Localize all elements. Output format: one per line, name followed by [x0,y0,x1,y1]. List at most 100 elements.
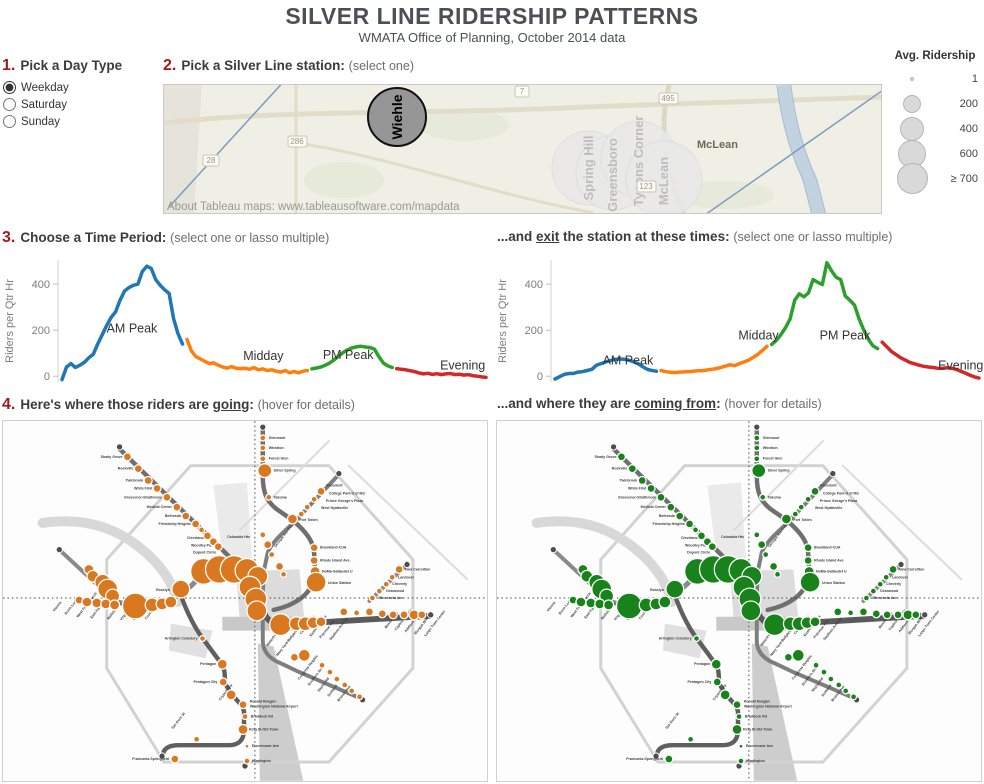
ridership-bubble[interactable] [109,599,121,611]
day-type-option-sunday[interactable]: Sunday [3,113,69,130]
origins-metro-map[interactable]: Shady Grove Rockville Twinbrook White Flint… [496,420,982,782]
ridership-bubble[interactable] [213,542,223,552]
ridership-bubble[interactable] [218,677,228,687]
ridership-bubble[interactable] [133,464,143,474]
ridership-bubble[interactable] [225,689,237,701]
ridership-bubble[interactable] [297,648,311,662]
ridership-bubble[interactable] [809,616,821,628]
ridership-bubble[interactable] [616,452,627,462]
exit-time-chart[interactable]: 0 200 400 Riders per Qtr Hr AM Peak Midday PM … [493,252,983,390]
ridership-bubble[interactable] [305,571,327,593]
ridership-bubble[interactable] [286,513,298,525]
selected-station[interactable]: Wiehle [367,87,427,147]
day-type-option-weekday[interactable]: Weekday [3,79,69,96]
ridership-bubble[interactable] [341,681,349,689]
series-pm-peak[interactable] [769,261,880,351]
ridership-bubble[interactable] [882,610,892,620]
ridership-bubble[interactable] [871,609,881,619]
ridership-bubble[interactable] [259,455,267,463]
ridership-bubble[interactable] [377,609,387,619]
ridership-bubble[interactable] [318,661,326,669]
ridership-bubble[interactable] [259,434,267,442]
ridership-bubble[interactable] [265,493,273,501]
ridership-bubble[interactable] [780,513,792,525]
ridership-bubble[interactable] [152,483,162,493]
ridership-bubble[interactable] [858,607,869,617]
ridership-bubble[interactable] [803,543,813,553]
ridership-bubble[interactable] [803,555,813,566]
radio-sunday[interactable] [3,115,16,128]
ridership-bubble[interactable] [81,596,93,608]
ridership-bubble[interactable] [268,550,276,559]
ridership-bubble[interactable] [911,610,921,620]
ridership-bubble[interactable] [339,607,349,617]
ridership-bubble[interactable] [656,492,666,502]
ridership-bubble[interactable] [835,681,843,689]
ridership-bubble[interactable] [243,757,251,765]
ridership-bubble[interactable] [738,743,744,749]
ridership-bubble[interactable] [757,540,767,550]
ridership-bubble[interactable] [842,687,850,695]
ridership-bubble[interactable] [876,580,884,588]
ridership-bubble[interactable] [162,492,172,502]
ridership-bubble[interactable] [753,531,761,539]
ridership-bubble[interactable] [810,486,820,496]
wiehle-circle[interactable] [367,87,427,147]
series-evening[interactable] [880,340,981,380]
ridership-bubble[interactable] [737,757,745,765]
ridership-bubble[interactable] [170,754,180,764]
ridership-bubble[interactable] [712,677,722,687]
ridership-bubble[interactable] [759,493,767,501]
ridership-bubble[interactable] [238,700,248,710]
ridership-bubble[interactable] [274,561,285,572]
ridership-bubble[interactable] [685,519,695,529]
ridership-bubble[interactable] [348,687,356,695]
ridership-bubble[interactable] [753,434,761,442]
ridership-bubble[interactable] [686,735,695,743]
ridership-bubble[interactable] [827,675,835,683]
ridership-bubble[interactable] [326,668,334,676]
ridership-bubble[interactable] [289,652,299,662]
ridership-bubble[interactable] [259,531,267,539]
ridership-bubble[interactable] [143,475,153,486]
ridership-bubble[interactable] [812,661,820,669]
ridership-bubble[interactable] [615,592,643,620]
ridership-bubble[interactable] [627,464,637,474]
station-picker-map[interactable]: Spring Hill Greensboro Tysons Corner McL… [163,84,882,214]
ridership-bubble[interactable] [732,700,742,710]
ridership-bubble[interactable] [799,571,821,593]
ridership-bubble[interactable] [355,693,364,701]
ridership-bubble[interactable] [269,613,293,637]
ridership-bubble[interactable] [388,610,398,620]
ridership-bubble[interactable] [237,723,249,735]
ridership-bubble[interactable] [696,531,707,541]
ridership-bubble[interactable] [241,712,249,721]
radio-weekday[interactable] [3,81,16,94]
ridership-bubble[interactable] [869,587,877,595]
ridership-bubble[interactable] [731,723,743,735]
destinations-metro-map[interactable]: Shady Grove Rockville Twinbrook White Flint… [2,420,488,782]
ridership-bubble[interactable] [216,658,228,670]
radio-saturday[interactable] [3,98,16,111]
ridership-bubble[interactable] [862,594,871,602]
series-midday[interactable] [185,337,310,375]
ridership-bubble[interactable] [315,616,327,628]
ridership-bubble[interactable] [665,579,685,599]
ridership-bubble[interactable] [171,579,191,599]
ridership-bubble[interactable] [753,444,761,452]
ridership-bubble[interactable] [691,526,700,534]
ridership-bubble[interactable] [353,609,361,617]
ridership-bubble[interactable] [198,634,207,643]
series-midday[interactable] [659,344,769,375]
ridership-bubble[interactable] [303,503,311,511]
ridership-bubble[interactable] [244,743,250,749]
ridership-bubble[interactable] [882,573,890,581]
ridership-bubble[interactable] [316,486,326,496]
ridership-bubble[interactable] [309,555,319,566]
ridership-bubble[interactable] [783,652,793,662]
ridership-bubble[interactable] [246,600,268,622]
ridership-bubble[interactable] [675,511,685,521]
ridership-bubble[interactable] [197,526,206,534]
ridership-bubble[interactable] [122,452,133,462]
ridership-bubble[interactable] [181,511,191,521]
